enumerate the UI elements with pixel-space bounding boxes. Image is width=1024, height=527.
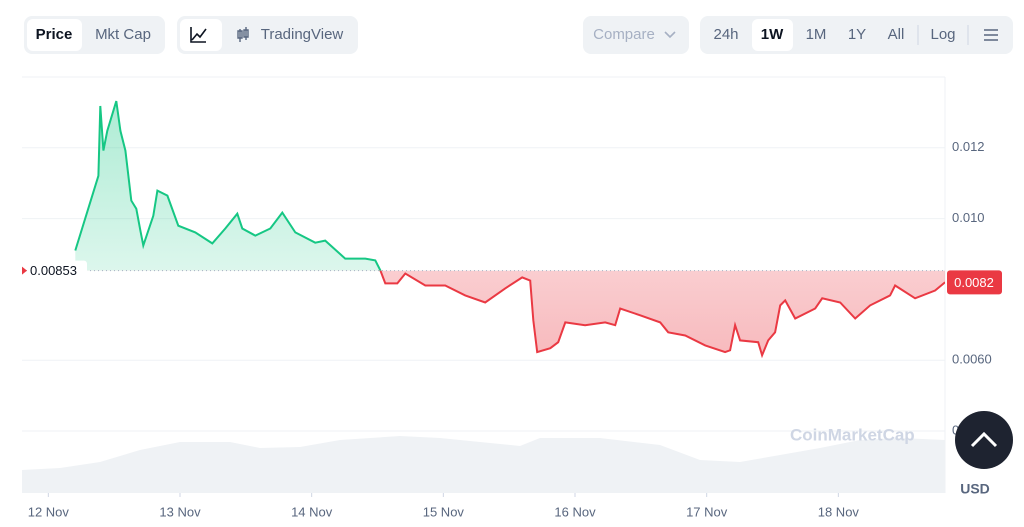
area-below bbox=[380, 270, 945, 356]
baseline-marker bbox=[22, 266, 27, 275]
last-value-label: 0.0082 bbox=[954, 275, 994, 290]
range[interactable]: 1W bbox=[761, 26, 784, 43]
line-icon bbox=[190, 27, 207, 43]
chevron bbox=[664, 31, 676, 39]
arrow-up bbox=[970, 431, 998, 448]
range-active bbox=[752, 19, 793, 51]
scroll-top-button[interactable] bbox=[955, 411, 1013, 469]
log-button[interactable]: Log bbox=[930, 26, 955, 43]
compare-box[interactable] bbox=[583, 16, 689, 54]
line-below bbox=[379, 270, 945, 359]
view-group bbox=[177, 16, 358, 54]
range[interactable]: 1M bbox=[806, 26, 827, 43]
line-above bbox=[74, 100, 382, 271]
volume-area bbox=[22, 436, 945, 493]
x-tick-label: 18 Nov bbox=[818, 504, 860, 519]
view-button[interactable]: TradingView bbox=[261, 26, 344, 43]
tab[interactable]: Price bbox=[36, 26, 73, 43]
last-value-bg bbox=[947, 270, 1002, 295]
x-tick-label: 15 Nov bbox=[423, 504, 465, 519]
x-tick-label: 12 Nov bbox=[28, 504, 70, 519]
range[interactable]: 24h bbox=[713, 26, 738, 43]
compare[interactable]: Compare bbox=[593, 26, 655, 43]
x-tick-label: 16 Nov bbox=[554, 504, 596, 519]
tab[interactable]: Mkt Cap bbox=[95, 26, 151, 43]
candle-icon bbox=[237, 27, 249, 42]
range[interactable]: 1Y bbox=[848, 26, 866, 43]
y-unit: USD bbox=[960, 481, 990, 497]
tab-active bbox=[27, 19, 82, 51]
settings-icon[interactable] bbox=[984, 29, 998, 41]
watermark: CoinMarketCap bbox=[790, 425, 915, 444]
baseline-label-bg bbox=[27, 260, 87, 281]
x-tick-label: 13 Nov bbox=[159, 504, 201, 519]
y-tick-label: 0.010 bbox=[952, 210, 985, 225]
range[interactable]: All bbox=[888, 26, 905, 43]
x-tick-label: 14 Nov bbox=[291, 504, 333, 519]
area-above bbox=[75, 101, 945, 271]
x-tick-label: 17 Nov bbox=[686, 504, 728, 519]
baseline-label: 0.00853 bbox=[30, 263, 77, 278]
y-tick-label: 0.0060 bbox=[952, 352, 992, 367]
y-tick-label: 0.012 bbox=[952, 139, 985, 154]
